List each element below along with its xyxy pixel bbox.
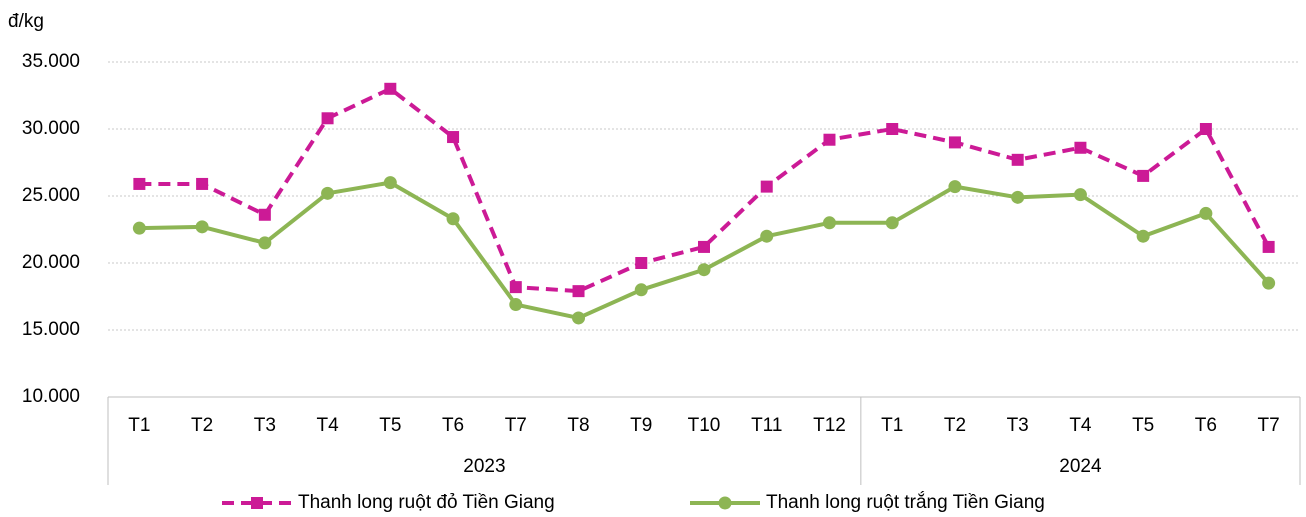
- y-tick-label: 35.000: [22, 51, 80, 72]
- data-point: [822, 216, 836, 230]
- data-point: [195, 220, 209, 234]
- y-unit: đ/kg: [8, 11, 44, 32]
- data-point: [1199, 206, 1213, 220]
- data-point: [321, 186, 335, 200]
- data-point: [698, 240, 710, 253]
- data-point: [635, 257, 648, 269]
- data-point: [1011, 153, 1024, 166]
- x-tick-label: T8: [567, 415, 589, 436]
- x-tick-label: T10: [688, 415, 721, 436]
- x-tick-label: T2: [191, 415, 213, 436]
- data-point: [886, 123, 899, 135]
- y-tick-label: 30.000: [22, 118, 80, 139]
- data-point: [823, 133, 836, 146]
- legend-label: Thanh long ruột đỏ Tiền Giang: [298, 492, 555, 513]
- data-point: [634, 283, 648, 297]
- legend-marker: [718, 496, 732, 510]
- legend-label: Thanh long ruột trắng Tiền Giang: [766, 491, 1045, 513]
- data-point: [1073, 188, 1087, 202]
- x-tick-label: T4: [1069, 415, 1092, 436]
- data-point: [948, 136, 961, 149]
- data-point: [383, 176, 397, 190]
- x-tick-label: T5: [1132, 415, 1154, 436]
- data-point: [1136, 229, 1150, 243]
- x-tick-label: T9: [630, 415, 652, 436]
- data-point: [509, 281, 522, 294]
- data-point: [321, 112, 334, 125]
- x-tick-label: T1: [128, 415, 150, 436]
- data-point: [446, 212, 460, 226]
- group-label: 2024: [1059, 456, 1102, 477]
- data-point: [1137, 169, 1150, 182]
- x-tick-label: T11: [751, 415, 782, 436]
- y-tick-label: 15.000: [22, 319, 80, 340]
- data-point: [1074, 141, 1087, 154]
- x-tick-label: T6: [1195, 415, 1217, 436]
- data-point: [572, 285, 585, 298]
- data-point: [572, 311, 586, 325]
- data-point: [258, 208, 271, 221]
- x-tick-label: T7: [505, 415, 527, 436]
- data-point: [885, 216, 899, 230]
- x-tick-label: T1: [881, 415, 903, 436]
- series-line: [139, 86, 1271, 294]
- legend-marker: [251, 497, 263, 509]
- data-point: [132, 221, 146, 235]
- data-point: [384, 82, 397, 95]
- data-point: [697, 263, 711, 277]
- data-point: [196, 177, 209, 190]
- x-tick-label: T6: [442, 415, 464, 436]
- data-point: [1262, 276, 1276, 290]
- x-tick-label: T2: [944, 415, 966, 436]
- data-point: [1262, 240, 1275, 253]
- data-point: [760, 180, 773, 193]
- y-tick-label: 10.000: [22, 386, 80, 407]
- data-point: [258, 236, 272, 250]
- x-tick-label: T5: [379, 415, 401, 436]
- data-point: [447, 131, 460, 144]
- data-point: [948, 180, 962, 194]
- x-tick-label: T7: [1258, 415, 1280, 436]
- x-tick-label: T4: [316, 415, 339, 436]
- data-point: [133, 177, 146, 190]
- y-tick-label: 20.000: [22, 252, 80, 273]
- data-point: [1199, 123, 1212, 135]
- x-tick-label: T12: [813, 415, 846, 436]
- data-point: [1011, 190, 1025, 204]
- y-tick-label: 25.000: [22, 185, 80, 206]
- x-tick-label: T3: [1007, 415, 1029, 436]
- data-point: [760, 229, 774, 243]
- data-point: [509, 298, 523, 312]
- x-tick-label: T3: [254, 415, 276, 436]
- group-label: 2023: [463, 456, 505, 477]
